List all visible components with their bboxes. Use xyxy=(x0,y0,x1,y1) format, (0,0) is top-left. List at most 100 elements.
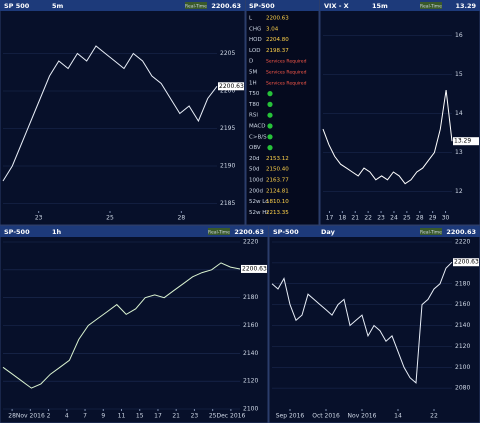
title-bar xyxy=(269,226,480,237)
price-line xyxy=(322,90,453,185)
chart-interval: Day xyxy=(321,228,336,236)
x-tick-label: 29 xyxy=(429,215,437,222)
last-price-label: 2200.63 xyxy=(219,83,244,90)
realtime-text: Real-Time xyxy=(420,230,442,236)
row-label: T80 xyxy=(248,102,260,108)
chart-title: SP-500 xyxy=(273,228,299,236)
realtime-text: Real-Time xyxy=(420,4,442,10)
y-tick-label: 2100 xyxy=(243,406,258,413)
y-tick-label: 2140 xyxy=(455,322,470,329)
x-tick-label: Dec 2016 xyxy=(216,413,245,420)
row-label: RSI xyxy=(249,113,258,119)
realtime-badge xyxy=(420,228,442,235)
x-tick-label: 18 xyxy=(339,215,347,222)
status-dot xyxy=(267,134,273,140)
last-price-tag xyxy=(453,137,479,146)
x-tick-label: 25 xyxy=(403,215,411,222)
title-bar xyxy=(320,0,480,11)
y-tick-label: 16 xyxy=(455,32,463,39)
chart-panel: VIX - X 15m Real-Time 13.29 12 13 14 15 16 17 18 21… xyxy=(319,0,480,226)
status-dot xyxy=(267,112,273,118)
x-tick-label: 21 xyxy=(172,413,180,420)
row-label: LOD xyxy=(249,48,260,54)
chart-title: VIX - X xyxy=(324,2,349,10)
chart-panel: SP 500 5m Real-Time 2200.63 2185 2190 2195 2200… xyxy=(0,0,246,226)
row-value: 1810.10 xyxy=(266,199,289,205)
last-price-header: 2200.63 xyxy=(446,228,476,236)
x-tick-label: 30 xyxy=(442,215,450,222)
row-value: 2150.40 xyxy=(266,167,289,173)
y-tick-label: 2180 xyxy=(243,294,258,301)
x-tick-label: 11 xyxy=(118,413,126,420)
y-tick-label: 2220 xyxy=(455,239,470,246)
realtime-badge xyxy=(185,2,207,9)
x-tick-label: 23 xyxy=(377,215,385,222)
x-tick-label: 25 xyxy=(209,413,217,420)
row-value: 2204.80 xyxy=(266,37,289,43)
row-value: 2153.12 xyxy=(266,156,289,162)
last-price-label: 2200.63 xyxy=(454,259,479,266)
y-tick-label: 2080 xyxy=(455,385,470,392)
last-price-tag xyxy=(453,258,479,267)
x-tick-label: 15 xyxy=(136,413,144,420)
y-tick-label: 14 xyxy=(455,110,463,117)
row-label: CHG xyxy=(249,26,261,32)
x-tick-label: Nov 2016 xyxy=(16,413,45,420)
chart-panel: SP-500 Day Real-Time 2200.63 2080 2100 2120 214… xyxy=(268,225,480,423)
row-label: D xyxy=(249,59,253,65)
y-tick-label: 15 xyxy=(455,71,463,78)
y-tick-label: 2140 xyxy=(243,350,258,357)
row-value: 2198.37 xyxy=(266,48,289,54)
x-tick-label: 24 xyxy=(390,215,398,222)
row-label: L xyxy=(249,16,253,22)
panel-bg xyxy=(319,0,480,226)
row-label: 200d xyxy=(249,188,263,194)
row-label: HOD xyxy=(249,37,262,43)
watchlist-bg xyxy=(245,0,320,226)
panel-bg xyxy=(0,0,246,226)
panel-bg xyxy=(0,225,269,423)
x-tick-label: 28 xyxy=(178,215,186,222)
x-tick-label: 28 xyxy=(416,215,424,222)
row-label: 20d xyxy=(249,156,260,162)
price-line xyxy=(271,261,453,384)
realtime-badge xyxy=(208,228,230,235)
status-dot xyxy=(267,123,273,129)
y-tick-label: 2185 xyxy=(220,200,235,207)
y-tick-label: 2220 xyxy=(243,239,258,246)
status-dot xyxy=(267,145,273,151)
chart-interval: 1h xyxy=(52,228,62,236)
row-label: OBV xyxy=(249,145,261,151)
title-bar xyxy=(0,0,245,11)
row-value: Services Required xyxy=(266,59,307,65)
row-label: C>B/S xyxy=(249,134,267,140)
last-price-header: 2200.63 xyxy=(211,2,241,10)
row-label: 1H xyxy=(249,80,257,86)
last-price-header: 13.29 xyxy=(455,2,476,10)
watchlist-title-bar xyxy=(246,0,319,11)
row-label: 52w Hi xyxy=(249,210,268,216)
x-tick-label: 23 xyxy=(35,215,43,222)
last-price-label: 2200.63 xyxy=(242,265,267,272)
x-tick-label: 17 xyxy=(154,413,162,420)
x-tick-label: Nov 2016 xyxy=(348,413,377,420)
x-tick-label: 28 xyxy=(8,413,16,420)
last-price-tag xyxy=(241,264,267,273)
x-tick-label: 9 xyxy=(101,413,105,420)
realtime-text: Real-Time xyxy=(208,230,230,236)
watchlist: SP-500 L 2200.63 CHG 3.04 HOD 2204.80 LOD 2198.3… xyxy=(245,0,320,226)
y-tick-label: 2195 xyxy=(220,125,235,132)
price-line xyxy=(2,45,218,182)
x-tick-label: Sep 2016 xyxy=(276,413,305,420)
row-label: 50d xyxy=(249,167,260,173)
x-tick-label: 2 xyxy=(47,413,51,420)
y-tick-label: 13 xyxy=(455,149,463,156)
x-tick-label: 4 xyxy=(65,413,69,420)
x-tick-label: Oct 2016 xyxy=(312,413,340,420)
y-tick-label: 2190 xyxy=(220,163,235,170)
row-value: 2213.35 xyxy=(266,210,289,216)
x-tick-label: 23 xyxy=(191,413,199,420)
x-tick-label: 7 xyxy=(83,413,87,420)
row-value: 2200.63 xyxy=(266,16,289,22)
